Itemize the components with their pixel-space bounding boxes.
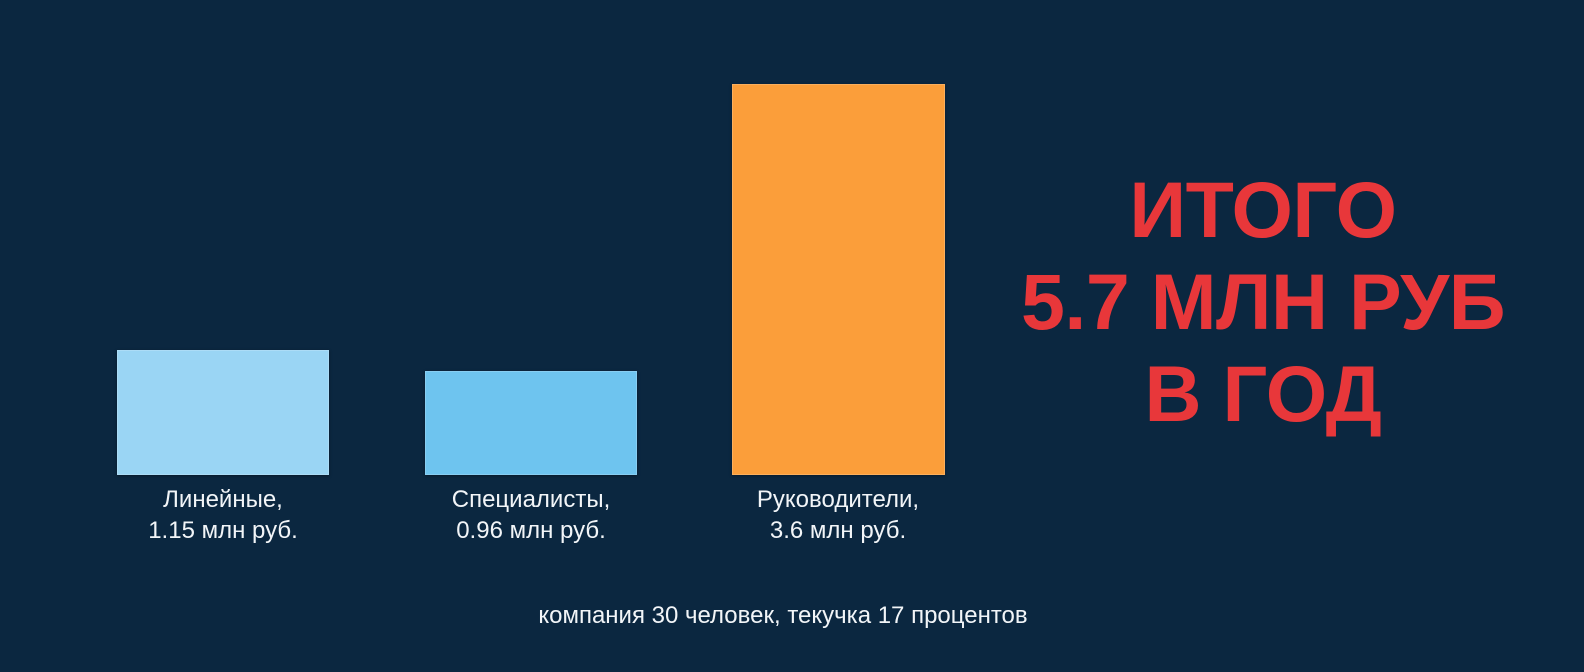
- category-value: 1.15 млн руб.: [148, 517, 298, 544]
- bar-label-specialists: Специалисты, 0.96 млн руб.: [381, 484, 681, 546]
- total-line-1: ИТОГО: [1129, 165, 1397, 254]
- total-line-3: В ГОД: [1144, 349, 1382, 438]
- bar-linear-staff: [117, 350, 329, 475]
- bar-label-linear-staff: Линейные, 1.15 млн руб.: [73, 484, 373, 546]
- category-value: 3.6 млн руб.: [769, 517, 907, 544]
- total-annotation: ИТОГО 5.7 МЛН РУБ В ГОД: [990, 164, 1536, 440]
- bar-label-managers: Руководители, 3.6 млн руб.: [688, 484, 988, 546]
- category-name: Специалисты,: [451, 486, 611, 513]
- total-line-2: 5.7 МЛН РУБ: [1020, 257, 1506, 346]
- footnote: компания 30 человек, текучка 17 проценто…: [538, 602, 1028, 629]
- bar-specialists: [425, 371, 637, 475]
- category-value: 0.96 млн руб.: [456, 517, 606, 544]
- bar-managers: [732, 84, 945, 475]
- category-name: Линейные,: [163, 486, 283, 513]
- category-name: Руководители,: [756, 486, 920, 513]
